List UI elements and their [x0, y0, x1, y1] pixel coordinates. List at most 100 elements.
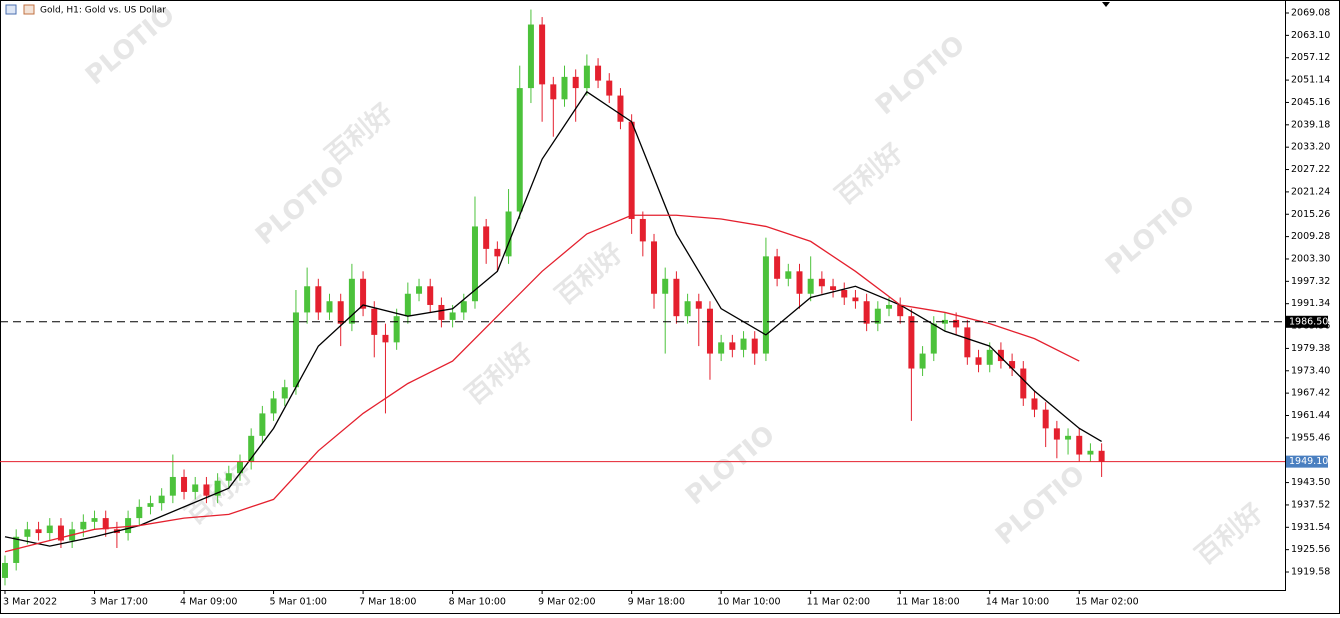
y-tick-label: 1943.50 — [1291, 477, 1330, 488]
x-tick-label: 4 Mar 09:00 — [180, 597, 237, 608]
y-tick-label: 2039.18 — [1291, 119, 1330, 130]
candle-body — [304, 286, 311, 313]
candle-body — [460, 301, 467, 313]
candle-body — [91, 518, 98, 522]
candle-body — [807, 278, 814, 294]
x-tick-label: 3 Mar 2022 — [3, 597, 57, 608]
candle-body — [181, 476, 188, 492]
candle-body — [774, 256, 781, 279]
y-tick-label: 1973.40 — [1291, 365, 1330, 376]
candle-body — [516, 88, 523, 212]
candle-body — [830, 286, 837, 291]
y-tick-label: 1979.38 — [1291, 343, 1330, 354]
candle-body — [572, 76, 579, 89]
chart-title: Gold, H1: Gold vs. US Dollar — [40, 6, 166, 16]
candle-body — [997, 349, 1004, 362]
y-tick-label: 2009.28 — [1291, 231, 1330, 242]
candle-body — [639, 218, 646, 242]
candle-body — [729, 342, 736, 350]
y-tick-label: 1931.54 — [1291, 522, 1330, 533]
candle-body — [751, 338, 758, 354]
candle-body — [706, 308, 713, 354]
x-tick-label: 9 Mar 02:00 — [538, 597, 595, 608]
candle-body — [941, 319, 948, 324]
candle-body — [292, 312, 299, 388]
candle-body — [930, 323, 937, 354]
candle-body — [438, 304, 445, 320]
candle-body — [796, 271, 803, 294]
candle-body — [986, 349, 993, 365]
y-tick-label: 2015.26 — [1291, 209, 1330, 220]
y-tick-label: 1919.58 — [1291, 567, 1330, 578]
candle-body — [919, 353, 926, 369]
candle-body — [964, 327, 971, 358]
price-label: 1949.10 — [1289, 456, 1328, 467]
candle-body — [762, 256, 769, 354]
candle-body — [80, 521, 87, 530]
candle-body — [505, 211, 512, 257]
candle-body — [337, 301, 344, 324]
candle-body — [874, 308, 881, 324]
candle-body — [863, 301, 870, 324]
candle-body — [886, 304, 893, 309]
candle-body — [125, 518, 132, 534]
candle-body — [13, 536, 20, 563]
candle-body — [908, 316, 915, 369]
candle-body — [651, 241, 658, 294]
candle-body — [371, 308, 378, 335]
candle-body — [617, 95, 624, 122]
y-tick-label: 2045.16 — [1291, 97, 1330, 108]
candle-body — [897, 304, 904, 317]
x-tick-label: 10 Mar 10:00 — [717, 597, 780, 608]
y-tick-label: 1925.56 — [1291, 544, 1330, 555]
candle-body — [1065, 435, 1072, 440]
x-tick-label: 3 Mar 17:00 — [91, 597, 148, 608]
candle-body — [953, 319, 960, 328]
candle-body — [416, 286, 423, 294]
moving-average — [4, 214, 1080, 553]
candle-body — [818, 278, 825, 287]
price-tag — [1286, 455, 1328, 468]
y-tick-label: 1967.42 — [1291, 388, 1330, 399]
icon — [23, 4, 35, 15]
candle-body — [527, 24, 534, 89]
candle-body — [348, 278, 355, 324]
y-tick-label: 2021.24 — [1291, 186, 1330, 197]
candle-body — [192, 484, 199, 492]
y-tick-label: 2057.12 — [1291, 52, 1330, 63]
candle-body — [740, 338, 747, 350]
candle-body — [315, 286, 322, 313]
candle-body — [785, 271, 792, 279]
candle-body — [718, 342, 725, 354]
candle-body — [561, 76, 568, 100]
y-tick-label: 1997.32 — [1291, 276, 1330, 287]
candle-body — [1076, 435, 1083, 455]
candle-body — [1031, 398, 1038, 410]
candle-body — [550, 84, 557, 100]
candle-body — [1020, 368, 1027, 399]
icon — [5, 4, 17, 15]
candle-body — [147, 503, 154, 507]
candle-body — [248, 435, 255, 463]
candle-body — [628, 121, 635, 219]
price-label: 1986.50 — [1289, 316, 1328, 327]
candle-body — [136, 506, 143, 519]
y-tick-label: 1991.34 — [1291, 298, 1330, 309]
x-tick-label: 11 Mar 02:00 — [807, 597, 870, 608]
candle-body — [1098, 450, 1105, 462]
candle-body — [102, 518, 109, 530]
candle-body — [1009, 361, 1016, 369]
candle-body — [57, 525, 64, 541]
candle-body — [975, 357, 982, 365]
y-tick-label: 2051.14 — [1291, 75, 1330, 86]
candle-body — [449, 312, 456, 320]
x-tick-label: 15 Mar 02:00 — [1075, 597, 1138, 608]
candle-body — [695, 301, 702, 309]
candle-body — [35, 529, 42, 534]
candle-body — [281, 387, 288, 399]
candle-body — [595, 65, 602, 81]
candle-body — [583, 65, 590, 89]
marker — [1102, 2, 1110, 7]
candle-body — [326, 301, 333, 313]
